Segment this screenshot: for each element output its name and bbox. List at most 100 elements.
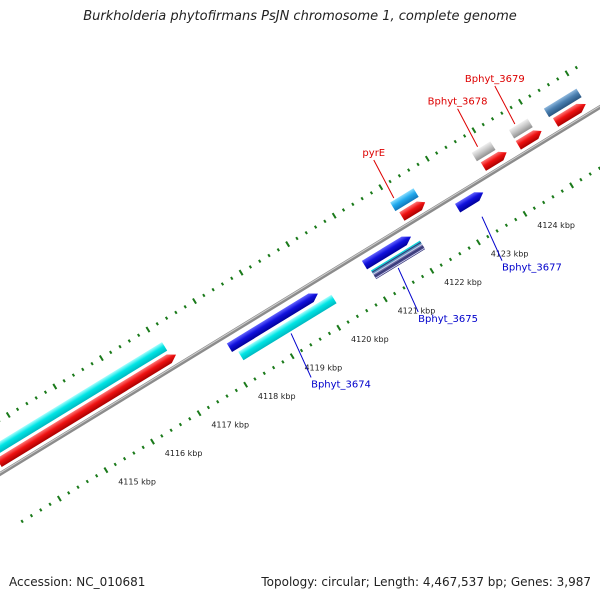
scale-tick-upper [331, 212, 337, 219]
gene-label-leader [290, 333, 312, 378]
scale-tick-upper [528, 94, 532, 98]
scale-tick-upper [407, 168, 411, 172]
scale-tick-upper [15, 407, 20, 412]
scale-tick-upper [397, 173, 402, 178]
scale-tick-upper [230, 276, 234, 281]
scale-tick-lower [20, 519, 24, 524]
scale-tick-upper [500, 111, 504, 115]
scale-tick-lower [262, 371, 266, 376]
accession-label: Accession: NC_010681 [9, 575, 146, 589]
gene-feature [226, 293, 318, 352]
scale-tick-lower [122, 456, 127, 461]
scale-tick-lower [132, 451, 136, 455]
scale-tick-upper [52, 383, 58, 390]
scale-tick-upper [435, 151, 439, 155]
scale-tick-upper [518, 98, 523, 105]
scale-tick-lower [141, 445, 145, 450]
scale-tick-lower [216, 399, 220, 404]
scale-tick-upper [34, 396, 38, 400]
gene-feature [552, 103, 586, 127]
tick-label: 4118 kbp [258, 392, 296, 401]
scale-tick-lower [522, 210, 528, 217]
scale-tick-upper [537, 88, 541, 93]
gene-feature [471, 141, 496, 162]
scale-tick-lower [346, 320, 350, 324]
scale-tick-lower [458, 251, 462, 256]
scale-tick-upper [471, 127, 477, 134]
gene-feature [454, 192, 484, 213]
gene-feature-shape [0, 342, 168, 456]
gene-feature [370, 240, 426, 280]
scale-tick-lower [448, 257, 453, 262]
scale-tick-lower [467, 246, 471, 250]
scale-tick-lower [56, 495, 62, 502]
scale-tick-lower [476, 239, 481, 246]
gene-label-leader [373, 159, 395, 199]
scale-tick-lower [374, 303, 378, 307]
tick-label: 4120 kbp [351, 335, 389, 344]
scale-tick-upper [43, 390, 48, 394]
scale-tick-upper [574, 65, 578, 70]
scale-tick-lower [495, 229, 499, 233]
gene-feature-shape [226, 293, 318, 352]
page-title: Burkholderia phytofirmans PsJN chromosom… [83, 9, 517, 24]
scale-tick-upper [137, 333, 141, 338]
scale-tick-upper [211, 287, 215, 292]
scale-tick-lower [327, 331, 332, 336]
scale-tick-lower [160, 434, 164, 438]
gene-feature-shape [515, 130, 542, 150]
gene-feature-stripe [375, 247, 425, 279]
scale-tick-lower [402, 286, 406, 290]
scale-tick-upper [248, 265, 253, 269]
scale-tick-lower [196, 410, 202, 417]
gene-feature-shape [399, 201, 426, 221]
scale-tick-lower [225, 394, 229, 398]
gene-label: Bphyt_3679 [465, 74, 525, 85]
scale-tick-lower [411, 280, 415, 284]
scale-tick-lower [234, 388, 238, 393]
tick-label: 4119 kbp [304, 363, 342, 372]
scale-tick-upper [155, 322, 159, 326]
gene-feature-stripe [374, 245, 424, 277]
scale-tick-upper [267, 253, 271, 258]
genome-summary: Topology: circular; Length: 4,467,537 bp… [261, 575, 591, 589]
scale-tick-upper [220, 282, 225, 286]
scale-tick-lower [542, 200, 546, 205]
gene-feature-shape [454, 192, 484, 213]
scale-tick-upper [462, 134, 467, 138]
scale-tick-upper [25, 401, 29, 406]
gene-feature-shape [238, 294, 337, 361]
scale-tick-lower [588, 172, 592, 176]
scale-tick-upper [369, 191, 374, 195]
scale-tick-upper [313, 225, 318, 229]
scale-tick-upper [71, 373, 76, 377]
scale-tick-upper [490, 117, 495, 121]
scale-tick-upper [388, 179, 392, 184]
scale-tick-upper [81, 367, 85, 372]
scale-tick-lower [206, 405, 211, 410]
gene-label: Bphyt_3677 [502, 263, 562, 274]
tick-label: 4124 kbp [537, 221, 575, 230]
scale-tick-lower [281, 360, 285, 364]
scale-tick-lower [504, 223, 509, 228]
scale-tick-upper [341, 208, 346, 212]
scale-tick-lower [271, 365, 276, 370]
scale-tick-lower [560, 189, 564, 193]
scale-tick-upper [416, 162, 420, 167]
scale-tick-lower [309, 343, 313, 347]
scale-tick-upper [295, 236, 299, 241]
scale-tick-upper [304, 230, 308, 235]
scale-tick-lower [355, 314, 360, 319]
scale-tick-lower [253, 377, 257, 381]
scale-tick-lower [178, 422, 183, 427]
gene-feature [508, 118, 533, 139]
scale-tick-upper [238, 269, 244, 276]
gene-feature [399, 201, 426, 221]
gene-feature-shape [0, 354, 177, 468]
scale-tick-lower [169, 428, 173, 433]
gene-label: pyrE [362, 148, 385, 159]
scale-tick-upper [5, 411, 11, 419]
scale-tick-lower [579, 177, 583, 182]
